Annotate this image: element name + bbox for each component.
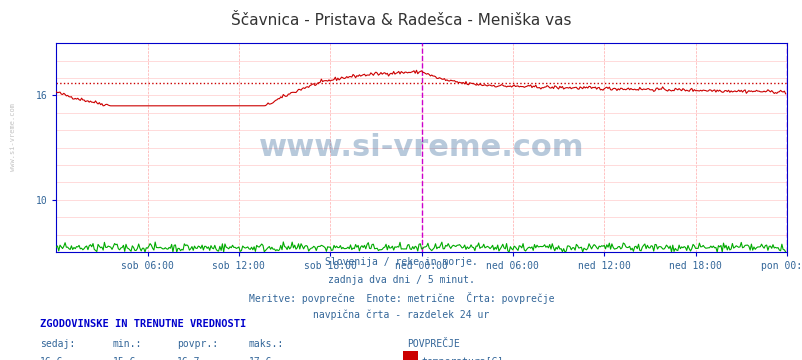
Text: POVPREČJE: POVPREČJE [407, 339, 460, 350]
Text: Meritve: povprečne  Enote: metrične  Črta: povprečje: Meritve: povprečne Enote: metrične Črta:… [249, 292, 553, 304]
Text: www.si-vreme.com: www.si-vreme.com [258, 133, 584, 162]
Text: maks.:: maks.: [249, 339, 284, 350]
Text: ZGODOVINSKE IN TRENUTNE VREDNOSTI: ZGODOVINSKE IN TRENUTNE VREDNOSTI [40, 319, 246, 329]
Text: zadnja dva dni / 5 minut.: zadnja dva dni / 5 minut. [328, 275, 474, 285]
Text: Slovenija / reke in morje.: Slovenija / reke in morje. [325, 257, 477, 267]
Text: 15,6: 15,6 [112, 357, 136, 360]
Text: povpr.:: povpr.: [176, 339, 217, 350]
Text: www.si-vreme.com: www.si-vreme.com [10, 103, 15, 171]
Text: 17,6: 17,6 [249, 357, 272, 360]
Text: temperatura[C]: temperatura[C] [421, 357, 503, 360]
Text: navpična črta - razdelek 24 ur: navpična črta - razdelek 24 ur [313, 309, 489, 320]
Text: 16,7: 16,7 [176, 357, 200, 360]
Text: 16,6: 16,6 [40, 357, 63, 360]
Text: Ščavnica - Pristava & Radešca - Meniška vas: Ščavnica - Pristava & Radešca - Meniška … [231, 13, 571, 28]
Text: min.:: min.: [112, 339, 142, 350]
Text: sedaj:: sedaj: [40, 339, 75, 350]
